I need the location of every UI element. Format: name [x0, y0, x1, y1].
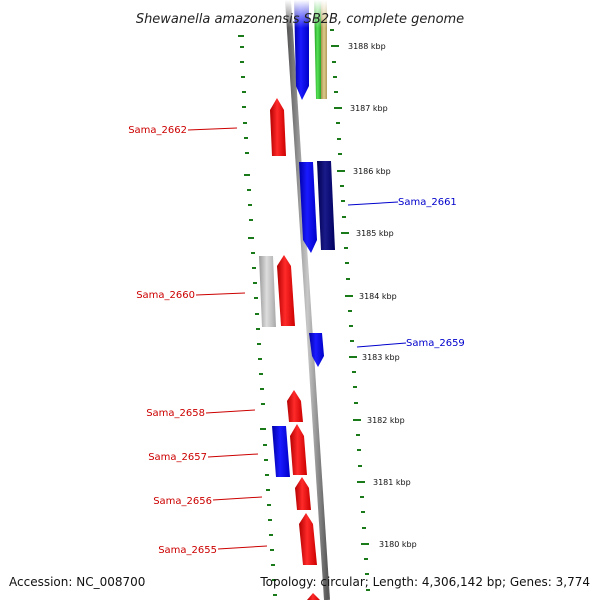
ruler-label: 3186 kbp [353, 167, 391, 176]
gene-blue-2657 [272, 426, 290, 477]
map-title: Shewanella amazonensis SB2B, complete ge… [136, 12, 464, 27]
gene-label[interactable]: Sama_2662 [128, 125, 187, 136]
ruler-label: 3187 kbp [350, 104, 388, 113]
genome-summary-text: Topology: circular; Length: 4,306,142 bp… [259, 575, 590, 589]
ruler-label: 3180 kbp [379, 540, 417, 549]
gene-navy-2661 [317, 161, 335, 250]
gene-label[interactable]: Sama_2659 [406, 338, 465, 349]
gene-sama-2655 [299, 513, 317, 565]
gene-label[interactable]: Sama_2655 [158, 545, 217, 556]
ruler-label: 3184 kbp [359, 292, 397, 301]
gene-sama-2656 [295, 477, 311, 510]
gene-sama-2662 [270, 98, 286, 156]
gene-sama-2659 [309, 333, 324, 367]
label-leaders [187, 127, 407, 550]
top-fade [0, 0, 600, 28]
gene-label[interactable]: Sama_2656 [153, 496, 212, 507]
gene-bottom-partial [307, 593, 320, 600]
genome-backbone [285, 0, 330, 600]
accession-text: Accession: NC_008700 [9, 575, 145, 589]
outer-tick-arc-right [330, 29, 370, 591]
gene-features [259, 0, 335, 600]
gene-sama-2658 [287, 390, 303, 422]
gene-grey-2660 [259, 256, 276, 327]
gene-label[interactable]: Sama_2657 [148, 452, 207, 463]
gene-label[interactable]: Sama_2661 [398, 197, 457, 208]
ruler-label: 3185 kbp [356, 229, 394, 238]
ruler-label: 3183 kbp [362, 353, 400, 362]
ruler-labels: 3188 kbp 3187 kbp 3186 kbp 3185 kbp 3184… [348, 42, 417, 549]
outer-tick-arc-left [238, 35, 277, 596]
gene-labels: Sama_2662 Sama_2661 Sama_2660 Sama_2659 … [128, 125, 465, 556]
ruler-label: 3182 kbp [367, 416, 405, 425]
gene-sama-2657 [290, 424, 307, 475]
gene-label[interactable]: Sama_2660 [136, 290, 195, 301]
ruler-label: 3181 kbp [373, 478, 411, 487]
gene-sama-2661 [299, 162, 317, 253]
ruler-label: 3188 kbp [348, 42, 386, 51]
gene-label[interactable]: Sama_2658 [146, 408, 205, 419]
gene-sama-2660 [277, 255, 295, 326]
